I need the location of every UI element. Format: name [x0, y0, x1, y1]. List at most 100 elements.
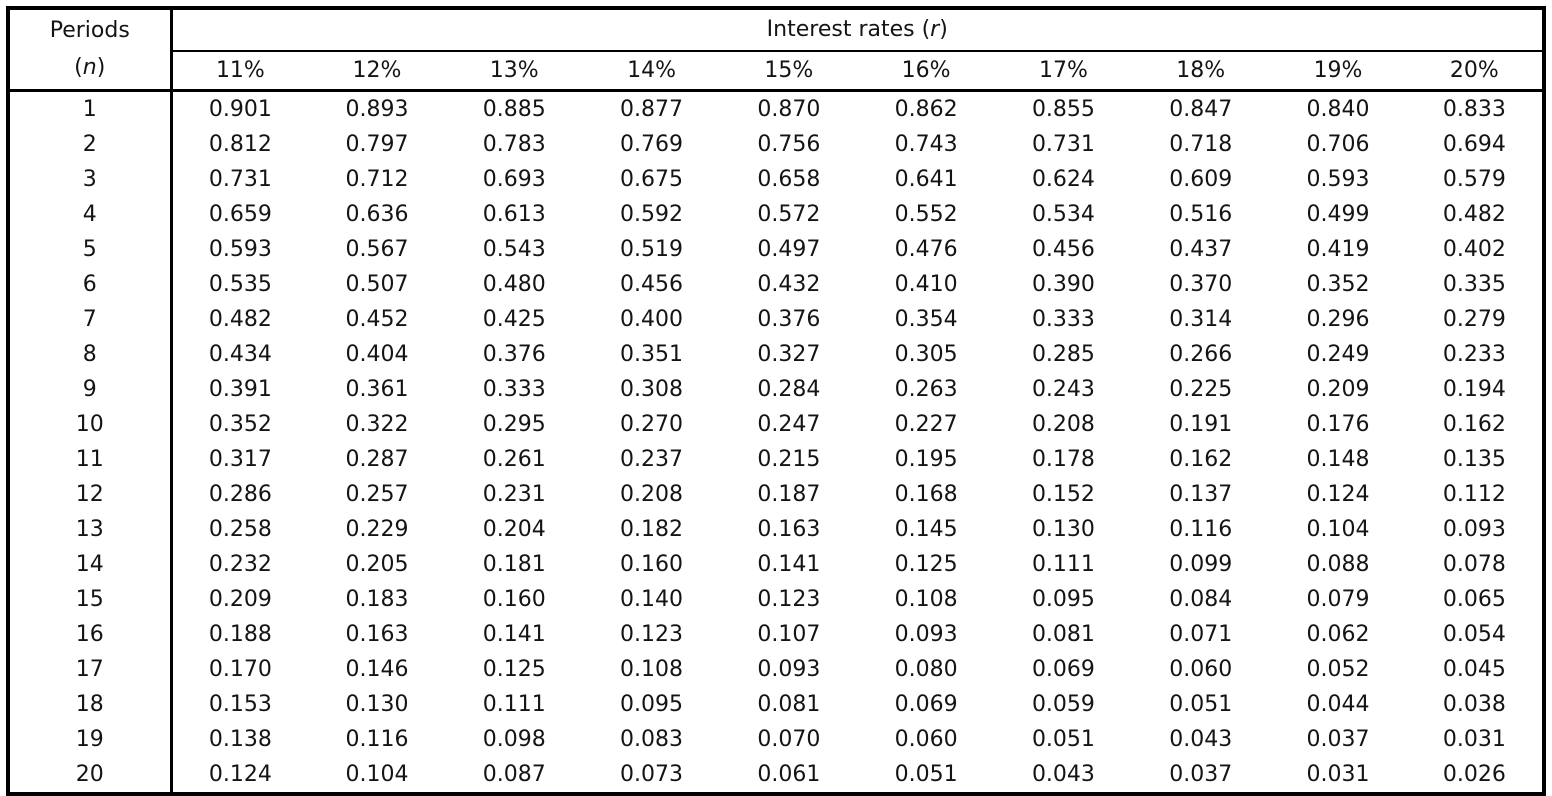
- value-cell: 0.257: [345, 482, 409, 507]
- value-cell: 0.111: [482, 692, 546, 717]
- table-row: 19 0.138 0.116 0.098 0.083 0.070 0.060 0.051 0.0…: [8, 722, 1544, 757]
- value-cell: 0.170: [208, 657, 272, 682]
- value-cell: 0.322: [345, 412, 409, 437]
- value-cell: 0.855: [1031, 97, 1095, 122]
- value-cell: 0.069: [1031, 657, 1095, 682]
- value-cell: 0.187: [757, 482, 821, 507]
- value-cell: 0.079: [1306, 587, 1370, 612]
- table-row: 4 0.659 0.636 0.613 0.592 0.572 0.552 0.534 0.51…: [8, 197, 1544, 232]
- value-cell: 0.351: [620, 342, 684, 367]
- value-cell: 0.284: [757, 377, 821, 402]
- value-cell: 0.233: [1442, 342, 1506, 367]
- period-cell: 15: [8, 582, 173, 617]
- period-cell: 16: [8, 617, 173, 652]
- period-cell: 5: [8, 232, 173, 267]
- value-cell: 0.482: [208, 307, 272, 332]
- value-cell: 0.390: [1031, 272, 1095, 297]
- value-cell: 0.051: [894, 762, 958, 787]
- value-cell: 0.247: [757, 412, 821, 437]
- value-cell: 0.052: [1306, 657, 1370, 682]
- value-cell: 0.163: [757, 517, 821, 542]
- value-cell: 0.152: [1031, 482, 1095, 507]
- value-cell: 0.482: [1442, 202, 1506, 227]
- period-cell: 11: [8, 442, 173, 477]
- rate-column-header: 16%: [857, 51, 995, 92]
- value-cell: 0.308: [620, 377, 684, 402]
- rate-column-header: 17%: [994, 51, 1133, 92]
- value-cell: 0.095: [620, 692, 684, 717]
- value-cell: 0.141: [482, 622, 546, 647]
- value-cell: 0.516: [1169, 202, 1233, 227]
- value-cell: 0.352: [1306, 272, 1370, 297]
- value-cell: 0.183: [345, 587, 409, 612]
- value-cell: 0.658: [757, 167, 821, 192]
- value-cell: 0.141: [757, 552, 821, 577]
- period-cell: 9: [8, 372, 173, 407]
- period-cell: 18: [8, 687, 173, 722]
- value-cell: 0.456: [620, 272, 684, 297]
- value-cell: 0.125: [482, 657, 546, 682]
- value-cell: 0.497: [757, 237, 821, 262]
- value-cell: 0.376: [482, 342, 546, 367]
- value-cell: 0.567: [345, 237, 409, 262]
- value-cell: 0.093: [757, 657, 821, 682]
- value-cell: 0.162: [1442, 412, 1506, 437]
- value-cell: 0.181: [482, 552, 546, 577]
- value-cell: 0.812: [208, 132, 272, 157]
- table-row: 13 0.258 0.229 0.204 0.182 0.163 0.145 0.130 0.1…: [8, 512, 1544, 547]
- value-cell: 0.084: [1169, 587, 1233, 612]
- value-cell: 0.731: [208, 167, 272, 192]
- value-cell: 0.335: [1442, 272, 1506, 297]
- value-cell: 0.071: [1169, 622, 1233, 647]
- value-cell: 0.051: [1169, 692, 1233, 717]
- rate-column-header: 13%: [445, 51, 583, 92]
- value-cell: 0.285: [1031, 342, 1095, 367]
- value-cell: 0.209: [1306, 377, 1370, 402]
- table-row: 9 0.391 0.361 0.333 0.308 0.284 0.263 0.243 0.22…: [8, 372, 1544, 407]
- value-cell: 0.081: [757, 692, 821, 717]
- value-cell: 0.261: [482, 447, 546, 472]
- value-cell: 0.095: [1031, 587, 1095, 612]
- present-value-factor-table: Periods (n) Interest rates (r) 11% 12% 1…: [6, 6, 1546, 796]
- table-row: 2 0.812 0.797 0.783 0.769 0.756 0.743 0.731 0.71…: [8, 127, 1544, 162]
- rate-column-header: 12%: [308, 51, 446, 92]
- value-cell: 0.209: [208, 587, 272, 612]
- value-cell: 0.425: [482, 307, 546, 332]
- table-row: 11 0.317 0.287 0.261 0.237 0.215 0.195 0.178 0.1…: [8, 442, 1544, 477]
- value-cell: 0.135: [1442, 447, 1506, 472]
- value-cell: 0.434: [208, 342, 272, 367]
- value-cell: 0.712: [345, 167, 409, 192]
- table-row: 6 0.535 0.507 0.480 0.456 0.432 0.410 0.390 0.37…: [8, 267, 1544, 302]
- rate-column-header: 15%: [720, 51, 858, 92]
- value-cell: 0.229: [345, 517, 409, 542]
- value-cell: 0.296: [1306, 307, 1370, 332]
- value-cell: 0.333: [482, 377, 546, 402]
- value-cell: 0.579: [1442, 167, 1506, 192]
- present-value-table-page: Periods (n) Interest rates (r) 11% 12% 1…: [6, 6, 1546, 796]
- value-cell: 0.208: [1031, 412, 1095, 437]
- value-cell: 0.051: [1031, 727, 1095, 752]
- value-cell: 0.404: [345, 342, 409, 367]
- value-cell: 0.104: [345, 762, 409, 787]
- value-cell: 0.731: [1031, 132, 1095, 157]
- value-cell: 0.124: [208, 762, 272, 787]
- value-cell: 0.070: [757, 727, 821, 752]
- value-cell: 0.593: [208, 237, 272, 262]
- value-cell: 0.080: [894, 657, 958, 682]
- value-cell: 0.641: [894, 167, 958, 192]
- value-cell: 0.743: [894, 132, 958, 157]
- value-cell: 0.354: [894, 307, 958, 332]
- value-cell: 0.123: [757, 587, 821, 612]
- value-cell: 0.231: [482, 482, 546, 507]
- value-cell: 0.130: [345, 692, 409, 717]
- value-cell: 0.718: [1169, 132, 1233, 157]
- period-cell: 17: [8, 652, 173, 687]
- value-cell: 0.153: [208, 692, 272, 717]
- value-cell: 0.083: [620, 727, 684, 752]
- value-cell: 0.227: [894, 412, 958, 437]
- value-cell: 0.286: [208, 482, 272, 507]
- value-cell: 0.535: [208, 272, 272, 297]
- period-cell: 8: [8, 337, 173, 372]
- value-cell: 0.376: [757, 307, 821, 332]
- value-cell: 0.862: [894, 97, 958, 122]
